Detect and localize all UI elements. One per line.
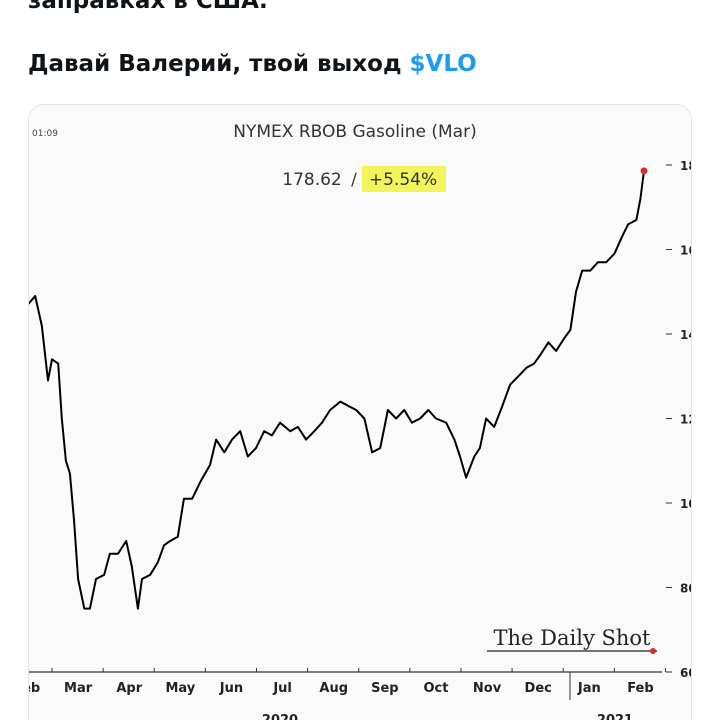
last-point	[640, 167, 648, 175]
chart-title: NYMEX RBOB Gasoline (Mar)	[233, 122, 476, 142]
logo-dot	[650, 648, 656, 654]
source-logo: The Daily Shot	[494, 626, 652, 650]
price-label: 178.62	[282, 170, 341, 190]
x-tick-label: Mar	[64, 681, 93, 696]
y-tick-label: 120	[680, 413, 705, 427]
x-tick-label: Aug	[319, 681, 348, 696]
x-tick-label: Oct	[423, 681, 448, 696]
y-tick-label: 80	[680, 582, 697, 596]
y-tick-label: 60	[680, 666, 697, 680]
y-tick-label: 180	[680, 159, 705, 173]
timestamp: 01:09	[32, 129, 58, 139]
image-background	[28, 104, 692, 720]
x-tick-label: Jun	[219, 681, 243, 696]
price-line	[28, 170, 645, 610]
x-tick-label: Jul	[272, 681, 292, 696]
x-tick-label: Sep	[371, 681, 399, 696]
x-tick-label: Feb	[627, 681, 653, 696]
year-label: 2020	[262, 713, 298, 720]
y-tick-label: 140	[680, 328, 705, 342]
x-tick-label: Feb	[14, 681, 40, 696]
separator: /	[351, 170, 357, 190]
x-tick-label: Dec	[525, 681, 552, 696]
highlight	[362, 166, 446, 192]
cashtag[interactable]: $VLO	[410, 51, 477, 77]
x-tick-label: Apr	[116, 681, 142, 696]
x-tick-label: May	[165, 681, 195, 696]
y-tick-label: 100	[680, 497, 705, 511]
card-border	[28, 104, 692, 720]
year-label: 2021	[597, 713, 633, 720]
y-tick-label: 160	[680, 244, 705, 258]
change-label: +5.54%	[369, 170, 437, 190]
chart-image[interactable]: NYMEX RBOB Gasoline (Mar) 01:09 178.62 / +5.…	[14, 104, 705, 720]
tweet-line: Давай Валерий, твой выход	[28, 51, 402, 77]
x-tick-label: Nov	[473, 681, 502, 696]
tweet-text: заправках в США.	[28, 0, 268, 14]
x-tick-label: Jan	[577, 681, 601, 696]
tweet-text: Давай Валерий, твой выход $VLO	[28, 51, 477, 77]
